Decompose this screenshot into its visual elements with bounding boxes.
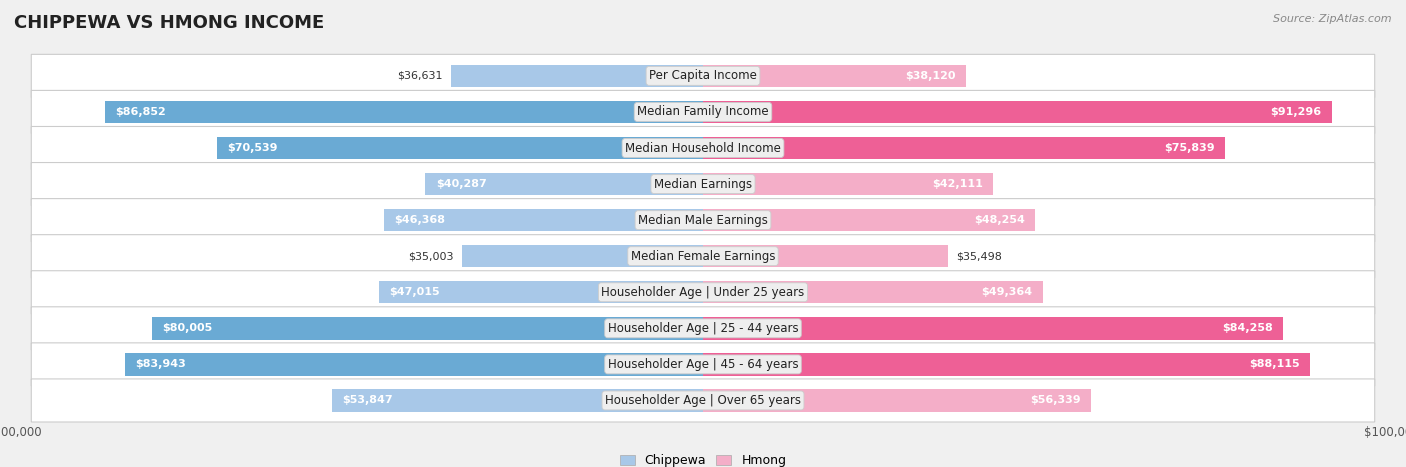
Text: $35,003: $35,003 bbox=[408, 251, 454, 261]
Bar bbox=[125, 353, 703, 375]
Text: Householder Age | Under 25 years: Householder Age | Under 25 years bbox=[602, 286, 804, 299]
Text: $36,631: $36,631 bbox=[396, 71, 443, 81]
Text: Source: ZipAtlas.com: Source: ZipAtlas.com bbox=[1274, 14, 1392, 24]
FancyBboxPatch shape bbox=[31, 54, 1375, 98]
Text: $56,339: $56,339 bbox=[1031, 396, 1081, 405]
Text: CHIPPEWA VS HMONG INCOME: CHIPPEWA VS HMONG INCOME bbox=[14, 14, 325, 32]
Text: Per Capita Income: Per Capita Income bbox=[650, 70, 756, 82]
FancyBboxPatch shape bbox=[31, 163, 1375, 205]
FancyBboxPatch shape bbox=[31, 235, 1375, 278]
Text: Median Earnings: Median Earnings bbox=[654, 177, 752, 191]
FancyBboxPatch shape bbox=[31, 198, 1375, 241]
Bar bbox=[332, 389, 703, 411]
Bar bbox=[703, 245, 948, 268]
Text: $42,111: $42,111 bbox=[932, 179, 983, 189]
Text: Householder Age | 25 - 44 years: Householder Age | 25 - 44 years bbox=[607, 322, 799, 335]
Text: Median Female Earnings: Median Female Earnings bbox=[631, 250, 775, 263]
Bar bbox=[703, 65, 966, 87]
Bar bbox=[104, 101, 703, 123]
Text: Householder Age | 45 - 64 years: Householder Age | 45 - 64 years bbox=[607, 358, 799, 371]
Text: $47,015: $47,015 bbox=[389, 287, 440, 297]
FancyBboxPatch shape bbox=[31, 343, 1375, 386]
Bar bbox=[461, 245, 703, 268]
FancyBboxPatch shape bbox=[31, 379, 1375, 422]
Text: $40,287: $40,287 bbox=[436, 179, 486, 189]
Text: $46,368: $46,368 bbox=[394, 215, 444, 225]
Text: $91,296: $91,296 bbox=[1271, 107, 1322, 117]
Bar bbox=[426, 173, 703, 195]
FancyBboxPatch shape bbox=[31, 127, 1375, 170]
Bar bbox=[451, 65, 703, 87]
Text: $86,852: $86,852 bbox=[115, 107, 166, 117]
FancyBboxPatch shape bbox=[31, 91, 1375, 134]
Legend: Chippewa, Hmong: Chippewa, Hmong bbox=[614, 449, 792, 467]
Text: $70,539: $70,539 bbox=[228, 143, 278, 153]
Text: Householder Age | Over 65 years: Householder Age | Over 65 years bbox=[605, 394, 801, 407]
FancyBboxPatch shape bbox=[31, 307, 1375, 350]
Text: Median Family Income: Median Family Income bbox=[637, 106, 769, 119]
Bar bbox=[152, 317, 703, 340]
Text: $80,005: $80,005 bbox=[162, 323, 212, 333]
Bar bbox=[703, 353, 1310, 375]
Bar bbox=[703, 317, 1284, 340]
Bar bbox=[703, 281, 1043, 304]
Text: $84,258: $84,258 bbox=[1222, 323, 1274, 333]
Bar bbox=[384, 209, 703, 231]
Text: $83,943: $83,943 bbox=[135, 360, 186, 369]
Text: $53,847: $53,847 bbox=[342, 396, 394, 405]
Bar bbox=[703, 389, 1091, 411]
Text: $88,115: $88,115 bbox=[1249, 360, 1299, 369]
Bar bbox=[703, 137, 1226, 159]
Text: $75,839: $75,839 bbox=[1164, 143, 1215, 153]
Bar bbox=[703, 101, 1331, 123]
Text: $38,120: $38,120 bbox=[905, 71, 955, 81]
Text: Median Household Income: Median Household Income bbox=[626, 142, 780, 155]
Bar bbox=[703, 173, 993, 195]
FancyBboxPatch shape bbox=[31, 271, 1375, 314]
Text: $49,364: $49,364 bbox=[981, 287, 1033, 297]
Bar bbox=[380, 281, 703, 304]
Text: $35,498: $35,498 bbox=[956, 251, 1001, 261]
Bar bbox=[703, 209, 1035, 231]
Text: $48,254: $48,254 bbox=[974, 215, 1025, 225]
Text: Median Male Earnings: Median Male Earnings bbox=[638, 213, 768, 226]
Bar bbox=[217, 137, 703, 159]
